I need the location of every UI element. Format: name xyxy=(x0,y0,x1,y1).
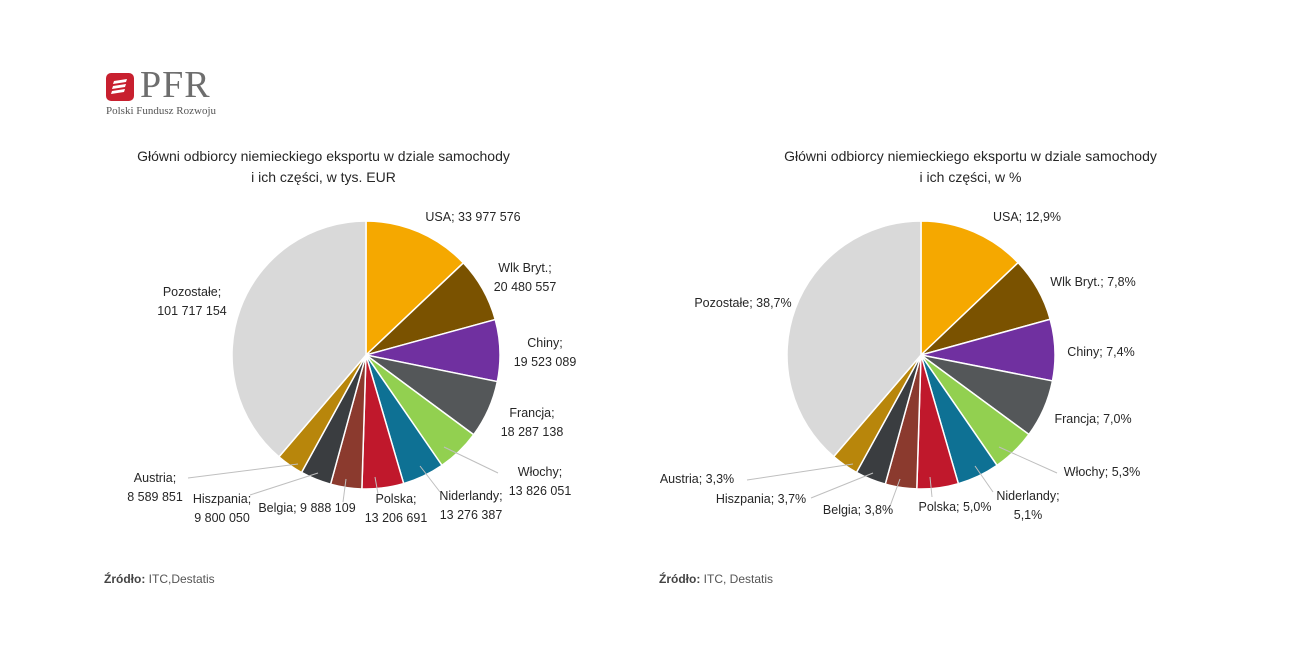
data-label: Wlk Bryt.; 20 480 557 xyxy=(494,261,557,294)
source-text: ITC,Destatis xyxy=(148,572,215,586)
data-label: Włochy; 5,3% xyxy=(1064,465,1140,479)
chart-title-line1: Główni odbiorcy niemieckiego eksportu w … xyxy=(784,148,1157,164)
data-label-line: 13 276 387 xyxy=(440,508,503,522)
data-label-line: Pozostałe; xyxy=(163,285,221,299)
leader-line xyxy=(342,478,347,503)
logo-subtitle: Polski Fundusz Rozwoju xyxy=(106,105,217,117)
data-label-line: Niderlandy; xyxy=(996,489,1059,503)
data-label: Austria; 8 589 851 xyxy=(127,471,183,504)
data-label: Wlk Bryt.; 7,8% xyxy=(1050,275,1135,289)
data-label: Niderlandy; 5,1% xyxy=(996,489,1059,522)
leader-line xyxy=(929,476,933,498)
logo-brand: PFR xyxy=(140,64,211,106)
chart-eur: Główni odbiorcy niemieckiego eksportu w … xyxy=(0,146,647,586)
data-label: Niderlandy; 13 276 387 xyxy=(439,489,502,522)
pie-chart-eur: USA; 33 977 576 Wlk Bryt.; 20 480 557 Chiny… xyxy=(127,210,577,525)
data-label-line: 19 523 089 xyxy=(514,355,577,369)
data-label: Polska; 5,0% xyxy=(919,500,992,514)
source-note: Źródło: ITC,Destatis xyxy=(104,572,215,586)
pie-slice-pozostałe xyxy=(231,220,367,458)
chart-title: Główni odbiorcy niemieckiego eksportu w … xyxy=(0,146,647,188)
data-label: Belgia; 3,8% xyxy=(823,503,893,517)
pfr-logo-icon xyxy=(106,73,134,101)
data-label-line: 5,1% xyxy=(1014,508,1043,522)
data-label: Polska; 13 206 691 xyxy=(365,492,428,525)
data-label-line: Włochy; 5,3% xyxy=(1064,465,1140,479)
leader-line xyxy=(810,472,874,499)
data-label-line: Wlk Bryt.; 7,8% xyxy=(1050,275,1135,289)
data-label-line: 8 589 851 xyxy=(127,490,183,504)
data-label: USA; 12,9% xyxy=(993,210,1061,224)
data-label-line: 9 800 050 xyxy=(194,511,250,525)
leader-line xyxy=(998,446,1058,474)
data-label: Belgia; 9 888 109 xyxy=(258,501,355,515)
data-label-line: Hiszpania; xyxy=(193,492,251,506)
data-label-line: Chiny; xyxy=(527,336,562,350)
source-label: Źródło: xyxy=(659,572,701,586)
data-label: Pozostałe; 38,7% xyxy=(694,296,791,310)
data-label-line: Francja; 7,0% xyxy=(1054,412,1131,426)
leader-line xyxy=(974,465,994,493)
pie-slice-usa xyxy=(365,220,465,357)
data-label: Pozostałe; 101 717 154 xyxy=(157,285,227,318)
data-label: Włochy; 13 826 051 xyxy=(509,465,572,498)
data-label-line: Wlk Bryt.; xyxy=(498,261,551,275)
data-label-line: Włochy; xyxy=(518,465,562,479)
leader-line xyxy=(187,463,299,479)
leader-line xyxy=(888,478,901,510)
data-label-line: USA; 12,9% xyxy=(993,210,1061,224)
pie-slices xyxy=(231,220,501,490)
data-label-line: Chiny; 7,4% xyxy=(1067,345,1134,359)
chart-title-line2: i ich części, w tys. EUR xyxy=(251,169,396,185)
data-label-line: 18 287 138 xyxy=(501,425,564,439)
data-label: USA; 33 977 576 xyxy=(425,210,520,224)
chart-title: Główni odbiorcy niemieckiego eksportu w … xyxy=(647,146,1294,188)
leader-line xyxy=(419,465,441,493)
chart-title-line1: Główni odbiorcy niemieckiego eksportu w … xyxy=(137,148,510,164)
data-label: Hiszpania; 3,7% xyxy=(716,492,806,506)
data-label-line: Belgia; 9 888 109 xyxy=(258,501,355,515)
chart-title-line2: i ich części, w % xyxy=(919,169,1022,185)
data-label-line: 13 826 051 xyxy=(509,484,572,498)
data-label: Chiny; 19 523 089 xyxy=(514,336,577,369)
data-label-line: Austria; 3,3% xyxy=(660,472,734,486)
leader-line xyxy=(374,476,379,495)
data-label-line: Niderlandy; xyxy=(439,489,502,503)
leader-line xyxy=(746,463,854,481)
data-label-line: 20 480 557 xyxy=(494,280,557,294)
data-label-line: 13 206 691 xyxy=(365,511,428,525)
data-label-line: Francja; xyxy=(509,406,554,420)
source-note: Źródło: ITC, Destatis xyxy=(659,572,773,586)
data-label: Chiny; 7,4% xyxy=(1067,345,1134,359)
pie-slices xyxy=(786,220,1056,490)
data-label: Austria; 3,3% xyxy=(660,472,734,486)
source-label: Źródło: xyxy=(104,572,146,586)
leader-line xyxy=(443,446,499,474)
data-label-line: 101 717 154 xyxy=(157,304,227,318)
data-label-line: Polska; 5,0% xyxy=(919,500,992,514)
data-label-line: Pozostałe; 38,7% xyxy=(694,296,791,310)
data-label-line: Hiszpania; 3,7% xyxy=(716,492,806,506)
data-label: Francja; 18 287 138 xyxy=(501,406,564,439)
source-text: ITC, Destatis xyxy=(703,572,774,586)
leader-line xyxy=(249,472,319,496)
data-label-line: Polska; xyxy=(376,492,417,506)
data-label: Hiszpania; 9 800 050 xyxy=(193,492,251,525)
data-label-line: Austria; xyxy=(134,471,176,485)
pie-slice-pozostałe xyxy=(786,220,922,458)
data-label-line: Belgia; 3,8% xyxy=(823,503,893,517)
pie-chart-percent: USA; 12,9% Wlk Bryt.; 7,8% Chiny; 7,4% Fran… xyxy=(660,210,1140,522)
pie-slice-usa xyxy=(920,220,1020,357)
pfr-logo: PFR Polski Fundusz Rozwoju xyxy=(106,65,246,119)
data-label: Francja; 7,0% xyxy=(1054,412,1131,426)
data-label-line: USA; 33 977 576 xyxy=(425,210,520,224)
chart-percent: Główni odbiorcy niemieckiego eksportu w … xyxy=(647,0,1294,646)
